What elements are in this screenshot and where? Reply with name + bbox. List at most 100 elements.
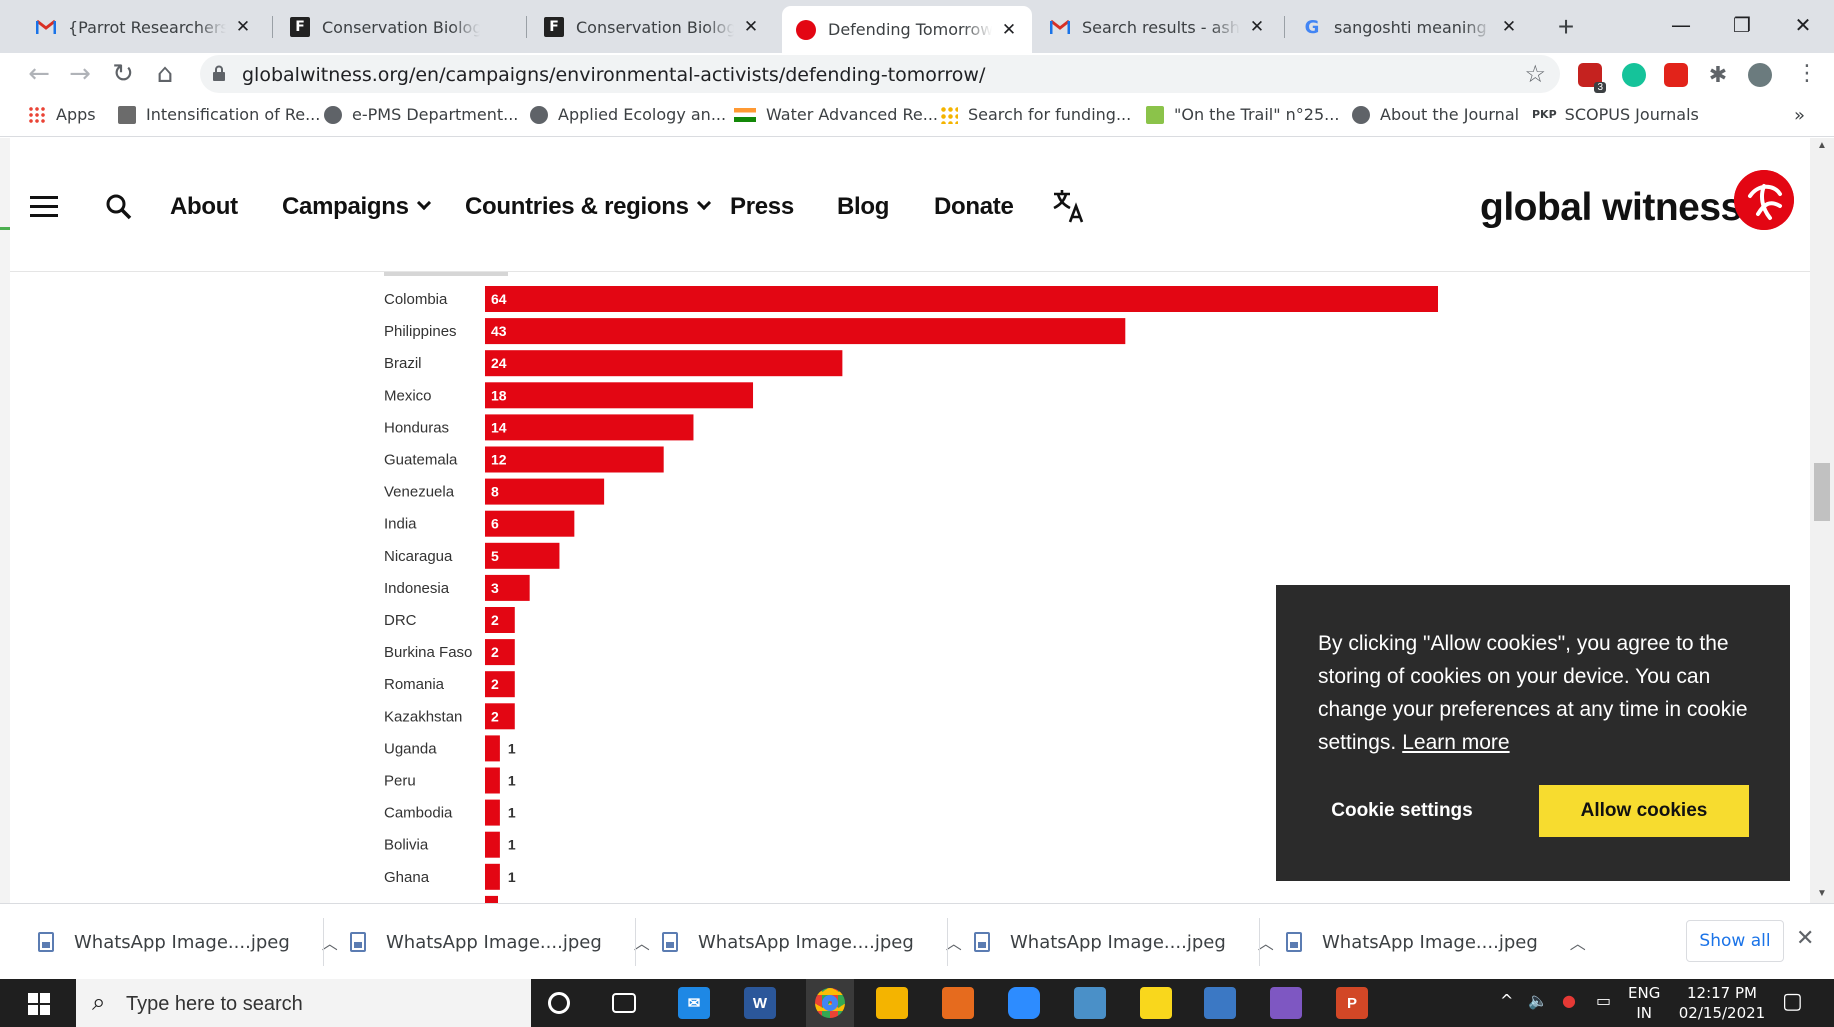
download-item[interactable]: WhatsApp Image....jpeg ︿ [1286, 923, 1586, 961]
close-download-shelf-icon[interactable]: ✕ [1796, 926, 1815, 951]
bookmark-item[interactable]: "On the Trail" n°25... [1146, 105, 1339, 124]
browser-tab[interactable]: {Parrot Researchers Gro ✕ [22, 7, 266, 47]
taskbar-search-box[interactable]: ⌕ Type here to search [76, 979, 531, 1027]
download-item[interactable]: WhatsApp Image....jpeg ︿ [38, 923, 338, 961]
back-arrow-icon[interactable]: ← [28, 59, 50, 89]
close-icon[interactable]: ✕ [1001, 19, 1017, 40]
nav-campaigns[interactable]: Campaigns [282, 193, 431, 221]
download-item[interactable]: WhatsApp Image....jpeg ︿ [350, 923, 650, 961]
sticky-notes-icon[interactable] [1140, 987, 1172, 1019]
bar[interactable] [485, 382, 754, 409]
powerpoint-app-icon[interactable]: P [1336, 987, 1368, 1019]
notification-icon[interactable]: ▢ [1782, 989, 1803, 1014]
extensions-puzzle-icon[interactable]: ✱ [1708, 62, 1728, 87]
battery-icon[interactable]: ▭ [1596, 991, 1612, 1010]
nav-donate[interactable]: Donate [934, 193, 1014, 220]
show-all-downloads-button[interactable]: Show all [1686, 920, 1784, 962]
close-icon[interactable]: ✕ [1501, 17, 1517, 37]
search-icon[interactable] [105, 193, 133, 221]
mail-app-icon[interactable]: ✉ [678, 987, 710, 1019]
bar[interactable] [485, 542, 560, 569]
nav-press[interactable]: Press [730, 193, 794, 220]
close-icon[interactable]: ✕ [743, 17, 759, 37]
bookmark-item[interactable]: Search for funding... [940, 105, 1131, 124]
cortana-icon[interactable] [548, 992, 570, 1014]
bookmark-star-icon[interactable]: ☆ [1524, 61, 1546, 88]
bar[interactable] [485, 671, 515, 698]
translate-icon[interactable] [1050, 186, 1086, 224]
scroll-down-icon[interactable]: ▼ [1817, 888, 1827, 899]
more-bookmarks-icon[interactable]: » [1794, 105, 1806, 126]
close-icon[interactable] [486, 16, 508, 38]
bar[interactable] [485, 863, 500, 890]
network-icon[interactable]: ● [1562, 991, 1576, 1010]
browser-tab[interactable]: F Conservation Biologist [276, 7, 520, 47]
bar[interactable] [485, 735, 500, 762]
bookmark-item[interactable]: Applied Ecology an... [530, 105, 726, 124]
paint-app-icon[interactable] [1270, 987, 1302, 1019]
nav-countries-regions[interactable]: Countries & regions [465, 193, 711, 221]
cookie-settings-button[interactable]: Cookie settings [1331, 800, 1473, 821]
bar[interactable] [485, 286, 1438, 312]
close-icon[interactable]: ✕ [1249, 17, 1265, 37]
chevron-up-icon[interactable]: ︿ [1257, 934, 1274, 953]
bar[interactable] [485, 574, 530, 601]
chrome-app-icon[interactable] [806, 979, 854, 1027]
chevron-up-icon[interactable]: ︿ [1569, 934, 1586, 953]
hamburger-menu-icon[interactable] [30, 196, 58, 218]
language-indicator[interactable]: ENG IN [1628, 983, 1660, 1023]
control-panel-icon[interactable] [1204, 987, 1236, 1019]
allow-cookies-button[interactable]: Allow cookies [1539, 785, 1749, 837]
bookmark-item[interactable]: Intensification of Re... [118, 105, 320, 124]
forward-arrow-icon[interactable]: → [69, 59, 91, 89]
browser-tab[interactable]: F Conservation Biologist ✕ [530, 7, 774, 47]
bar[interactable] [485, 607, 515, 633]
bookmark-apps[interactable]: Apps [28, 105, 96, 124]
chevron-up-icon[interactable]: ︿ [321, 934, 338, 953]
bar[interactable] [485, 350, 843, 377]
address-bar[interactable]: globalwitness.org/en/campaigns/environme… [200, 55, 1560, 93]
bookmark-item[interactable]: About the Journal [1352, 105, 1519, 124]
profile-avatar[interactable] [1748, 63, 1772, 87]
grammarly-extension-icon[interactable] [1622, 63, 1646, 87]
window-close-icon[interactable]: ✕ [1794, 13, 1812, 37]
home-icon[interactable]: ⌂ [156, 59, 174, 89]
snip-app-icon[interactable] [942, 987, 974, 1019]
browser-tab-active[interactable]: Defending Tomorrow | G ✕ [782, 6, 1032, 53]
chevron-up-icon[interactable]: ︿ [945, 934, 962, 953]
photos-app-icon[interactable] [1074, 987, 1106, 1019]
taskbar-clock[interactable]: 12:17 PM 02/15/2021 [1672, 983, 1772, 1023]
bookmark-item[interactable]: Water Advanced Re... [734, 105, 938, 124]
bar[interactable] [485, 767, 500, 794]
global-witness-logo-icon[interactable] [1734, 170, 1794, 230]
task-view-icon[interactable] [612, 993, 636, 1013]
reload-icon[interactable]: ↻ [112, 59, 134, 89]
nav-about[interactable]: About [170, 193, 238, 220]
minimize-icon[interactable]: — [1671, 13, 1691, 37]
windows-start-icon[interactable] [28, 993, 50, 1015]
new-tab-button[interactable]: + [1557, 11, 1575, 42]
browser-tab[interactable]: G sangoshti meaning in h ✕ [1288, 7, 1532, 47]
chevron-up-icon[interactable]: ^ [1500, 991, 1514, 1010]
bookmark-item[interactable]: e-PMS Department... [324, 105, 518, 124]
scrollbar-thumb[interactable] [1814, 463, 1830, 521]
bookmark-item[interactable]: PKP SCOPUS Journals [1532, 105, 1699, 124]
bar[interactable] [485, 703, 515, 730]
learn-more-link[interactable]: Learn more [1402, 731, 1510, 754]
close-icon[interactable]: ✕ [235, 17, 251, 37]
bar[interactable] [485, 831, 500, 858]
restore-icon[interactable]: ❐ [1733, 13, 1751, 37]
download-item[interactable]: WhatsApp Image....jpeg ︿ [974, 923, 1274, 961]
site-logo-text[interactable]: global witness [1480, 186, 1742, 229]
chevron-up-icon[interactable]: ︿ [633, 934, 650, 953]
nav-blog[interactable]: Blog [837, 193, 890, 220]
bar[interactable] [485, 414, 694, 441]
pdf-extension-icon[interactable] [1664, 63, 1688, 87]
word-app-icon[interactable]: W [744, 987, 776, 1019]
menu-kebab-icon[interactable]: ⋮ [1796, 61, 1818, 86]
bar[interactable] [485, 318, 1126, 345]
bar[interactable] [485, 799, 500, 826]
browser-tab[interactable]: Search results - asha.pc ✕ [1036, 7, 1280, 47]
bar[interactable] [485, 446, 664, 473]
file-explorer-icon[interactable] [876, 987, 908, 1019]
